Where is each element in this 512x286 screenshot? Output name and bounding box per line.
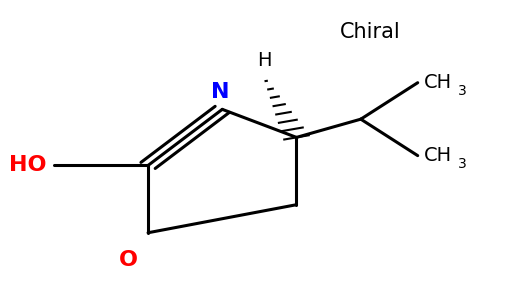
Text: HO: HO xyxy=(9,155,47,175)
Text: O: O xyxy=(119,250,138,270)
Text: 3: 3 xyxy=(458,157,466,171)
Text: CH: CH xyxy=(424,73,452,92)
Text: 3: 3 xyxy=(458,84,466,98)
Text: N: N xyxy=(210,82,229,102)
Text: CH: CH xyxy=(424,146,452,165)
Text: Chiral: Chiral xyxy=(340,22,401,42)
Text: H: H xyxy=(257,51,271,70)
